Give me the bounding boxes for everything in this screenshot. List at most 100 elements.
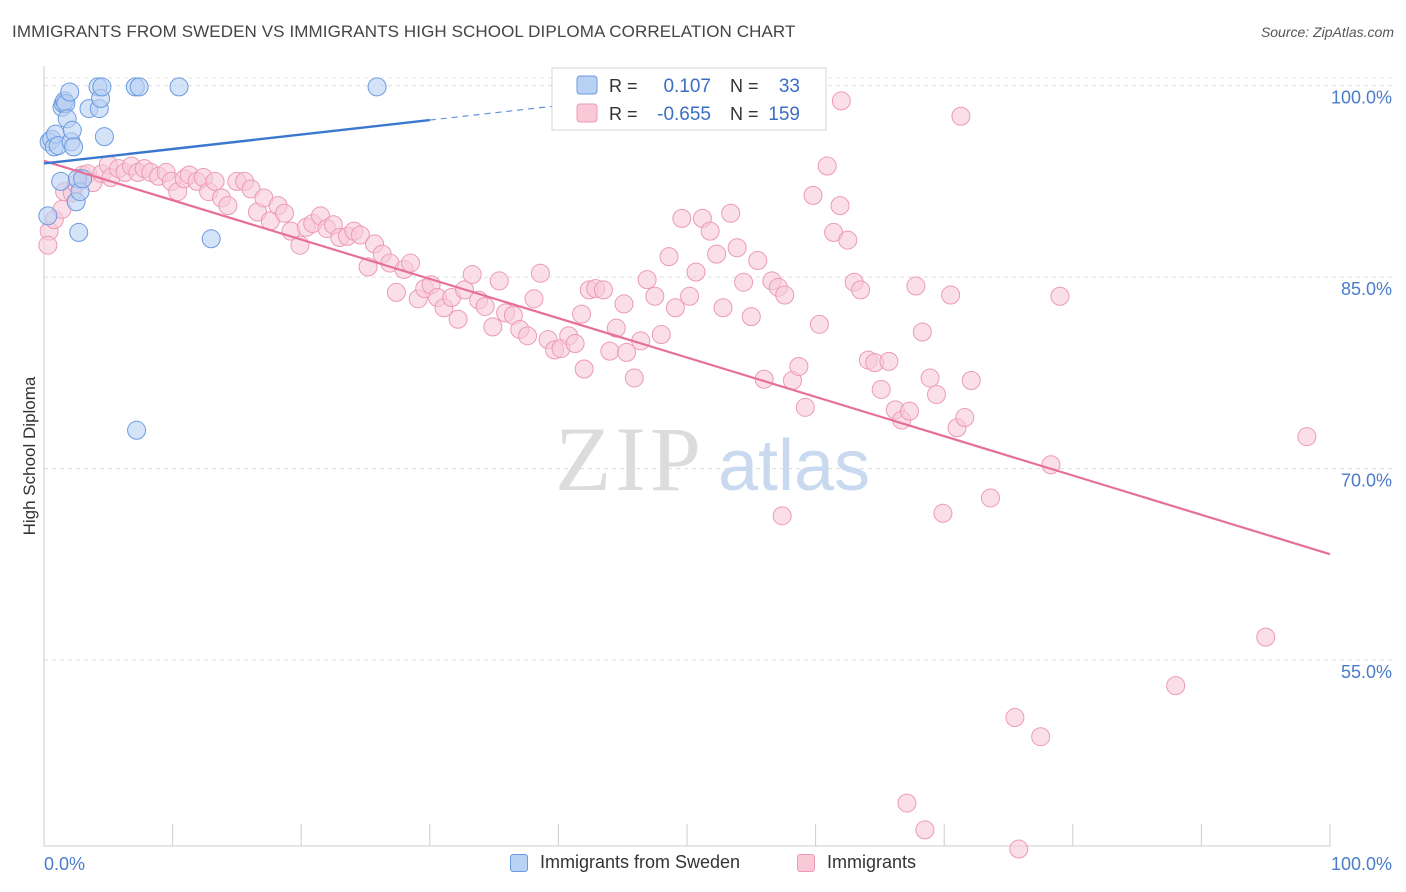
blue-point xyxy=(201,229,221,249)
legend-label-immigrants: Immigrants xyxy=(827,852,917,872)
blue-point xyxy=(38,206,58,226)
pink-point xyxy=(775,285,795,305)
pink-point xyxy=(1050,286,1070,306)
blue-points xyxy=(38,77,387,440)
pink-point xyxy=(475,296,495,316)
pink-point xyxy=(906,276,926,296)
stats-r-value-pink: -0.655 xyxy=(657,104,711,125)
pink-point xyxy=(980,488,1000,508)
pink-point xyxy=(1009,839,1029,859)
y-tick-label: 70.0% xyxy=(1341,471,1392,491)
watermark: ZIP atlas xyxy=(555,408,870,510)
blue-point xyxy=(367,77,387,97)
pink-point xyxy=(651,325,671,345)
pink-point xyxy=(912,322,932,342)
blue-trend-line xyxy=(43,118,430,165)
blue-point xyxy=(64,137,84,157)
x-tick-label: 100.0% xyxy=(1331,854,1392,874)
pink-point xyxy=(483,317,503,337)
pink-point xyxy=(830,196,850,216)
pink-point xyxy=(645,286,665,306)
pink-point xyxy=(809,314,829,334)
pink-point xyxy=(838,230,858,250)
legend-item-immigrants[interactable]: Immigrants xyxy=(797,852,916,873)
pink-point xyxy=(659,247,679,267)
blue-trend-extension xyxy=(429,102,585,121)
pink-point xyxy=(686,262,706,282)
pink-point xyxy=(1005,708,1025,728)
pink-point xyxy=(38,235,58,255)
stats-n-value-pink: 159 xyxy=(768,104,800,125)
stats-n-label-blue: N = xyxy=(730,76,759,96)
pink-point xyxy=(795,397,815,417)
pink-point xyxy=(879,351,899,371)
watermark-zip: ZIP xyxy=(555,408,705,510)
pink-point xyxy=(789,356,809,376)
stats-swatch-blue xyxy=(576,75,598,95)
trend-layer xyxy=(43,102,1331,556)
pink-point xyxy=(1256,627,1276,647)
pink-point xyxy=(1031,727,1051,747)
blue-point xyxy=(51,171,71,191)
pink-point xyxy=(680,286,700,306)
pink-point xyxy=(961,371,981,391)
pink-point xyxy=(897,793,917,813)
pink-point xyxy=(831,91,851,111)
pink-point xyxy=(530,263,550,283)
pink-point xyxy=(524,289,544,309)
pink-point xyxy=(518,326,538,346)
pink-point xyxy=(593,280,613,300)
stats-n-value-blue: 33 xyxy=(779,76,800,97)
y-tick-label: 55.0% xyxy=(1341,662,1392,682)
blue-point xyxy=(129,77,149,97)
stats-n-label-pink: N = xyxy=(730,104,759,124)
pink-point xyxy=(926,385,946,405)
pink-trend-line xyxy=(43,159,1331,556)
stats-r-label-blue: R = xyxy=(609,76,638,96)
pink-point xyxy=(572,304,592,324)
pink-point xyxy=(920,368,940,388)
pink-point xyxy=(713,298,733,318)
pink-point xyxy=(637,270,657,290)
chart-source: Source: ZipAtlas.com xyxy=(1260,24,1394,40)
pink-point xyxy=(218,196,238,216)
pink-point xyxy=(734,272,754,292)
blue-point xyxy=(169,77,189,97)
pink-point xyxy=(462,265,482,285)
pink-point xyxy=(401,253,421,273)
pink-point xyxy=(205,171,225,191)
pink-point xyxy=(448,309,468,329)
pink-point xyxy=(386,282,406,302)
pink-point xyxy=(665,298,685,318)
pink-point xyxy=(915,820,935,840)
stats-box: R = 0.107 N = 33 R = -0.655 N = 159 xyxy=(551,67,827,131)
x-tick-label: 0.0% xyxy=(44,854,85,874)
pink-point xyxy=(574,359,594,379)
legend-label-sweden: Immigrants from Sweden xyxy=(540,852,741,872)
y-tick-label: 85.0% xyxy=(1341,279,1392,299)
blue-point xyxy=(62,120,82,140)
pink-point xyxy=(727,238,747,258)
legend-item-sweden[interactable]: Immigrants from Sweden xyxy=(510,852,740,873)
pink-point xyxy=(772,506,792,526)
pink-point xyxy=(1166,676,1186,696)
pink-point xyxy=(614,294,634,314)
y-tick-label: 100.0% xyxy=(1331,88,1392,108)
pink-point xyxy=(707,244,727,264)
pink-point xyxy=(748,251,768,271)
stats-r-value-blue: 0.107 xyxy=(663,76,711,97)
pink-point xyxy=(933,503,953,523)
blue-point xyxy=(69,222,89,242)
chart-title: IMMIGRANTS FROM SWEDEN VS IMMIGRANTS HIG… xyxy=(12,22,796,41)
blue-point xyxy=(94,127,114,147)
blue-point xyxy=(60,82,80,102)
pink-point xyxy=(489,271,509,291)
pink-point xyxy=(941,285,961,305)
axis-layer xyxy=(43,66,1331,847)
blue-point xyxy=(127,420,147,440)
pink-point xyxy=(955,408,975,428)
stats-swatch-pink xyxy=(576,103,598,123)
pink-point xyxy=(951,106,971,126)
pink-point xyxy=(899,401,919,421)
